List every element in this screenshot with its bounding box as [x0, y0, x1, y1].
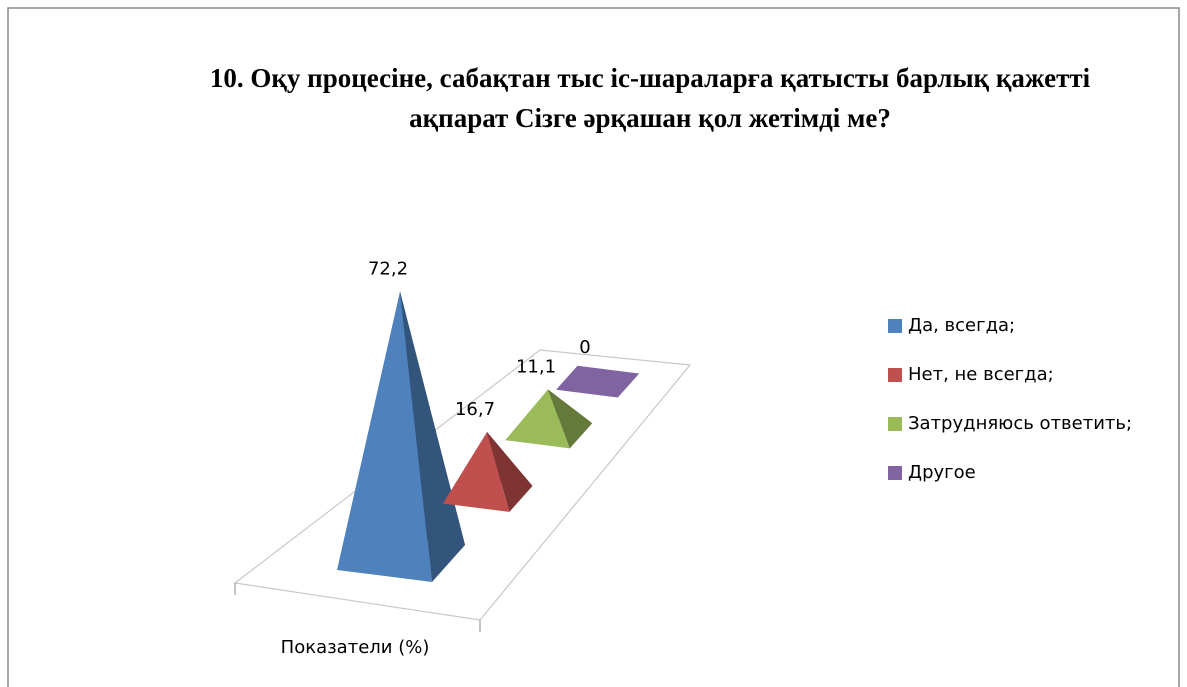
pyramid-side — [487, 432, 533, 512]
legend-label: Да, всегда; — [908, 315, 1015, 336]
data-label: 16,7 — [455, 399, 495, 420]
legend-label: Другое — [908, 462, 976, 483]
pyramid — [556, 365, 640, 398]
legend-swatch — [888, 368, 902, 382]
pyramid-side — [400, 291, 465, 582]
pyramid — [337, 291, 465, 582]
pyramid — [442, 432, 533, 512]
pyramid-front — [442, 432, 510, 512]
pyramid-base — [556, 365, 640, 398]
pyramid-front — [337, 291, 432, 582]
pyramid-side — [548, 389, 593, 449]
pyramid — [505, 389, 593, 449]
x-tick-label: Показатели (%) — [281, 637, 430, 658]
data-label: 11,1 — [516, 356, 556, 377]
legend-label: Нет, не всегда; — [908, 364, 1054, 385]
legend-label: Затрудняюсь ответить; — [908, 413, 1132, 434]
data-label: 0 — [579, 337, 590, 358]
data-label: 72,2 — [368, 258, 408, 279]
legend-swatch — [888, 319, 902, 333]
legend-swatch — [888, 466, 902, 480]
chart-title: 10. Оқу процесіне, сабақтан тыс іс-шарал… — [209, 63, 1091, 133]
pyramid-front — [505, 389, 570, 449]
chart-frame — [7, 7, 1180, 687]
legend-swatch — [888, 417, 902, 431]
